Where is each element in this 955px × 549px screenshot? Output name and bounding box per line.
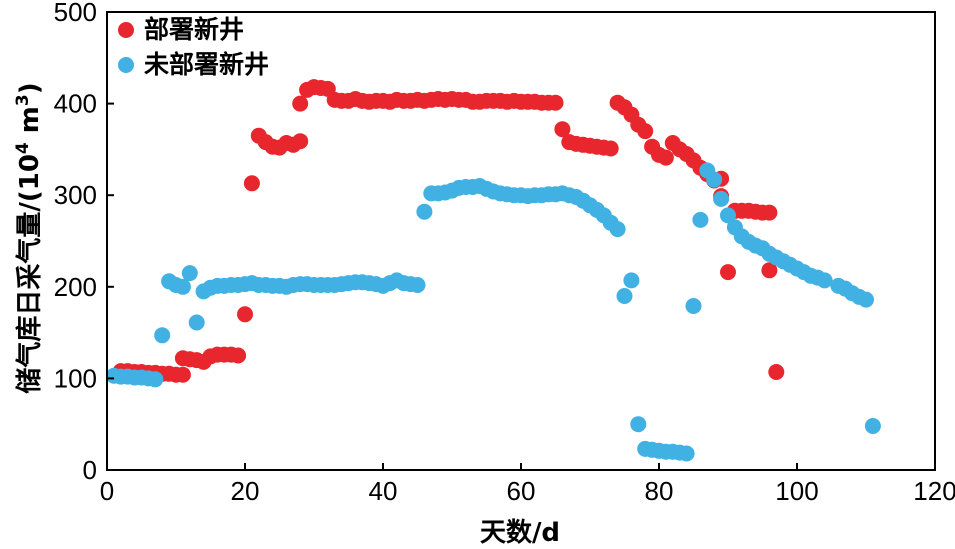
legend-marker-deployed	[118, 22, 134, 38]
y-tick-label-100: 100	[54, 363, 97, 393]
point-series-1-12	[188, 314, 205, 331]
legend-label-not-deployed: 未部署新井	[144, 50, 269, 79]
points-layer	[105, 79, 881, 462]
point-series-1-109	[864, 418, 881, 434]
point-series-0-81	[657, 149, 674, 166]
point-series-1-73	[609, 221, 626, 238]
y-tick-label-0: 0	[83, 455, 97, 485]
point-series-1-7	[154, 327, 171, 344]
point-series-1-6	[147, 371, 164, 388]
point-series-0-99	[768, 364, 785, 380]
y-axis-title: 储气库日采气量/(104 m3)	[13, 82, 45, 393]
point-series-0-66	[554, 121, 571, 138]
x-tick-label-60: 60	[507, 476, 536, 506]
point-series-0-78	[637, 123, 654, 140]
y-axis-title-main: 储气库日采气量/(10	[14, 154, 45, 394]
point-series-0-28	[292, 95, 309, 112]
point-series-0-18	[230, 347, 247, 364]
y-axis-title-sup2: 3	[13, 94, 33, 106]
plot-border	[106, 11, 936, 471]
point-series-1-75	[623, 272, 640, 289]
point-series-0-91	[720, 264, 736, 281]
x-tick-label-0: 0	[100, 476, 114, 506]
point-series-0-9	[174, 366, 191, 383]
point-series-1-44	[409, 277, 426, 293]
y-tick-label-400: 400	[54, 89, 97, 119]
y-axis-title-sup: 4	[13, 142, 33, 154]
point-series-0-20	[243, 175, 260, 192]
x-tick-label-40: 40	[369, 476, 398, 506]
point-series-1-76	[630, 416, 647, 433]
point-series-0-97	[761, 204, 778, 221]
point-series-1-45	[416, 203, 433, 220]
point-series-1-89	[720, 207, 736, 224]
y-axis-title-unit: m	[15, 106, 45, 142]
y-axis-title-end: )	[15, 82, 45, 94]
y-tick-label-300: 300	[54, 180, 97, 210]
point-series-1-108	[858, 291, 874, 308]
legend-label-deployed: 部署新井	[144, 15, 244, 44]
point-series-0-98	[761, 262, 778, 279]
point-series-1-11	[181, 265, 198, 282]
point-series-1-87	[706, 171, 723, 188]
y-tick-label-200: 200	[54, 272, 97, 302]
point-series-1-83	[678, 445, 695, 462]
x-tick-label-120: 120	[913, 476, 955, 506]
point-series-0-65	[547, 94, 564, 111]
point-series-1-74	[616, 288, 633, 304]
legend: 部署新井 未部署新井	[118, 15, 269, 79]
point-series-1-84	[685, 298, 702, 314]
x-tick-label-80: 80	[645, 476, 674, 506]
point-series-1-10	[174, 278, 191, 295]
legend-marker-not-deployed	[118, 57, 134, 73]
point-series-1-85	[692, 211, 709, 228]
point-series-0-27	[292, 133, 309, 150]
point-series-0-19	[237, 306, 253, 323]
point-series-1-103	[816, 272, 833, 289]
x-tick-label-100: 100	[775, 476, 818, 506]
x-tick-label-20: 20	[231, 476, 260, 506]
point-series-1-88	[713, 190, 730, 207]
point-series-0-73	[602, 140, 619, 157]
plot-frame	[106, 11, 936, 471]
axis-ticks: 0 20 40 60 80 100 120 0 100 200 300 400 500	[54, 0, 955, 506]
x-axis-title: 天数/d	[480, 518, 560, 548]
y-tick-label-500: 500	[54, 0, 97, 27]
